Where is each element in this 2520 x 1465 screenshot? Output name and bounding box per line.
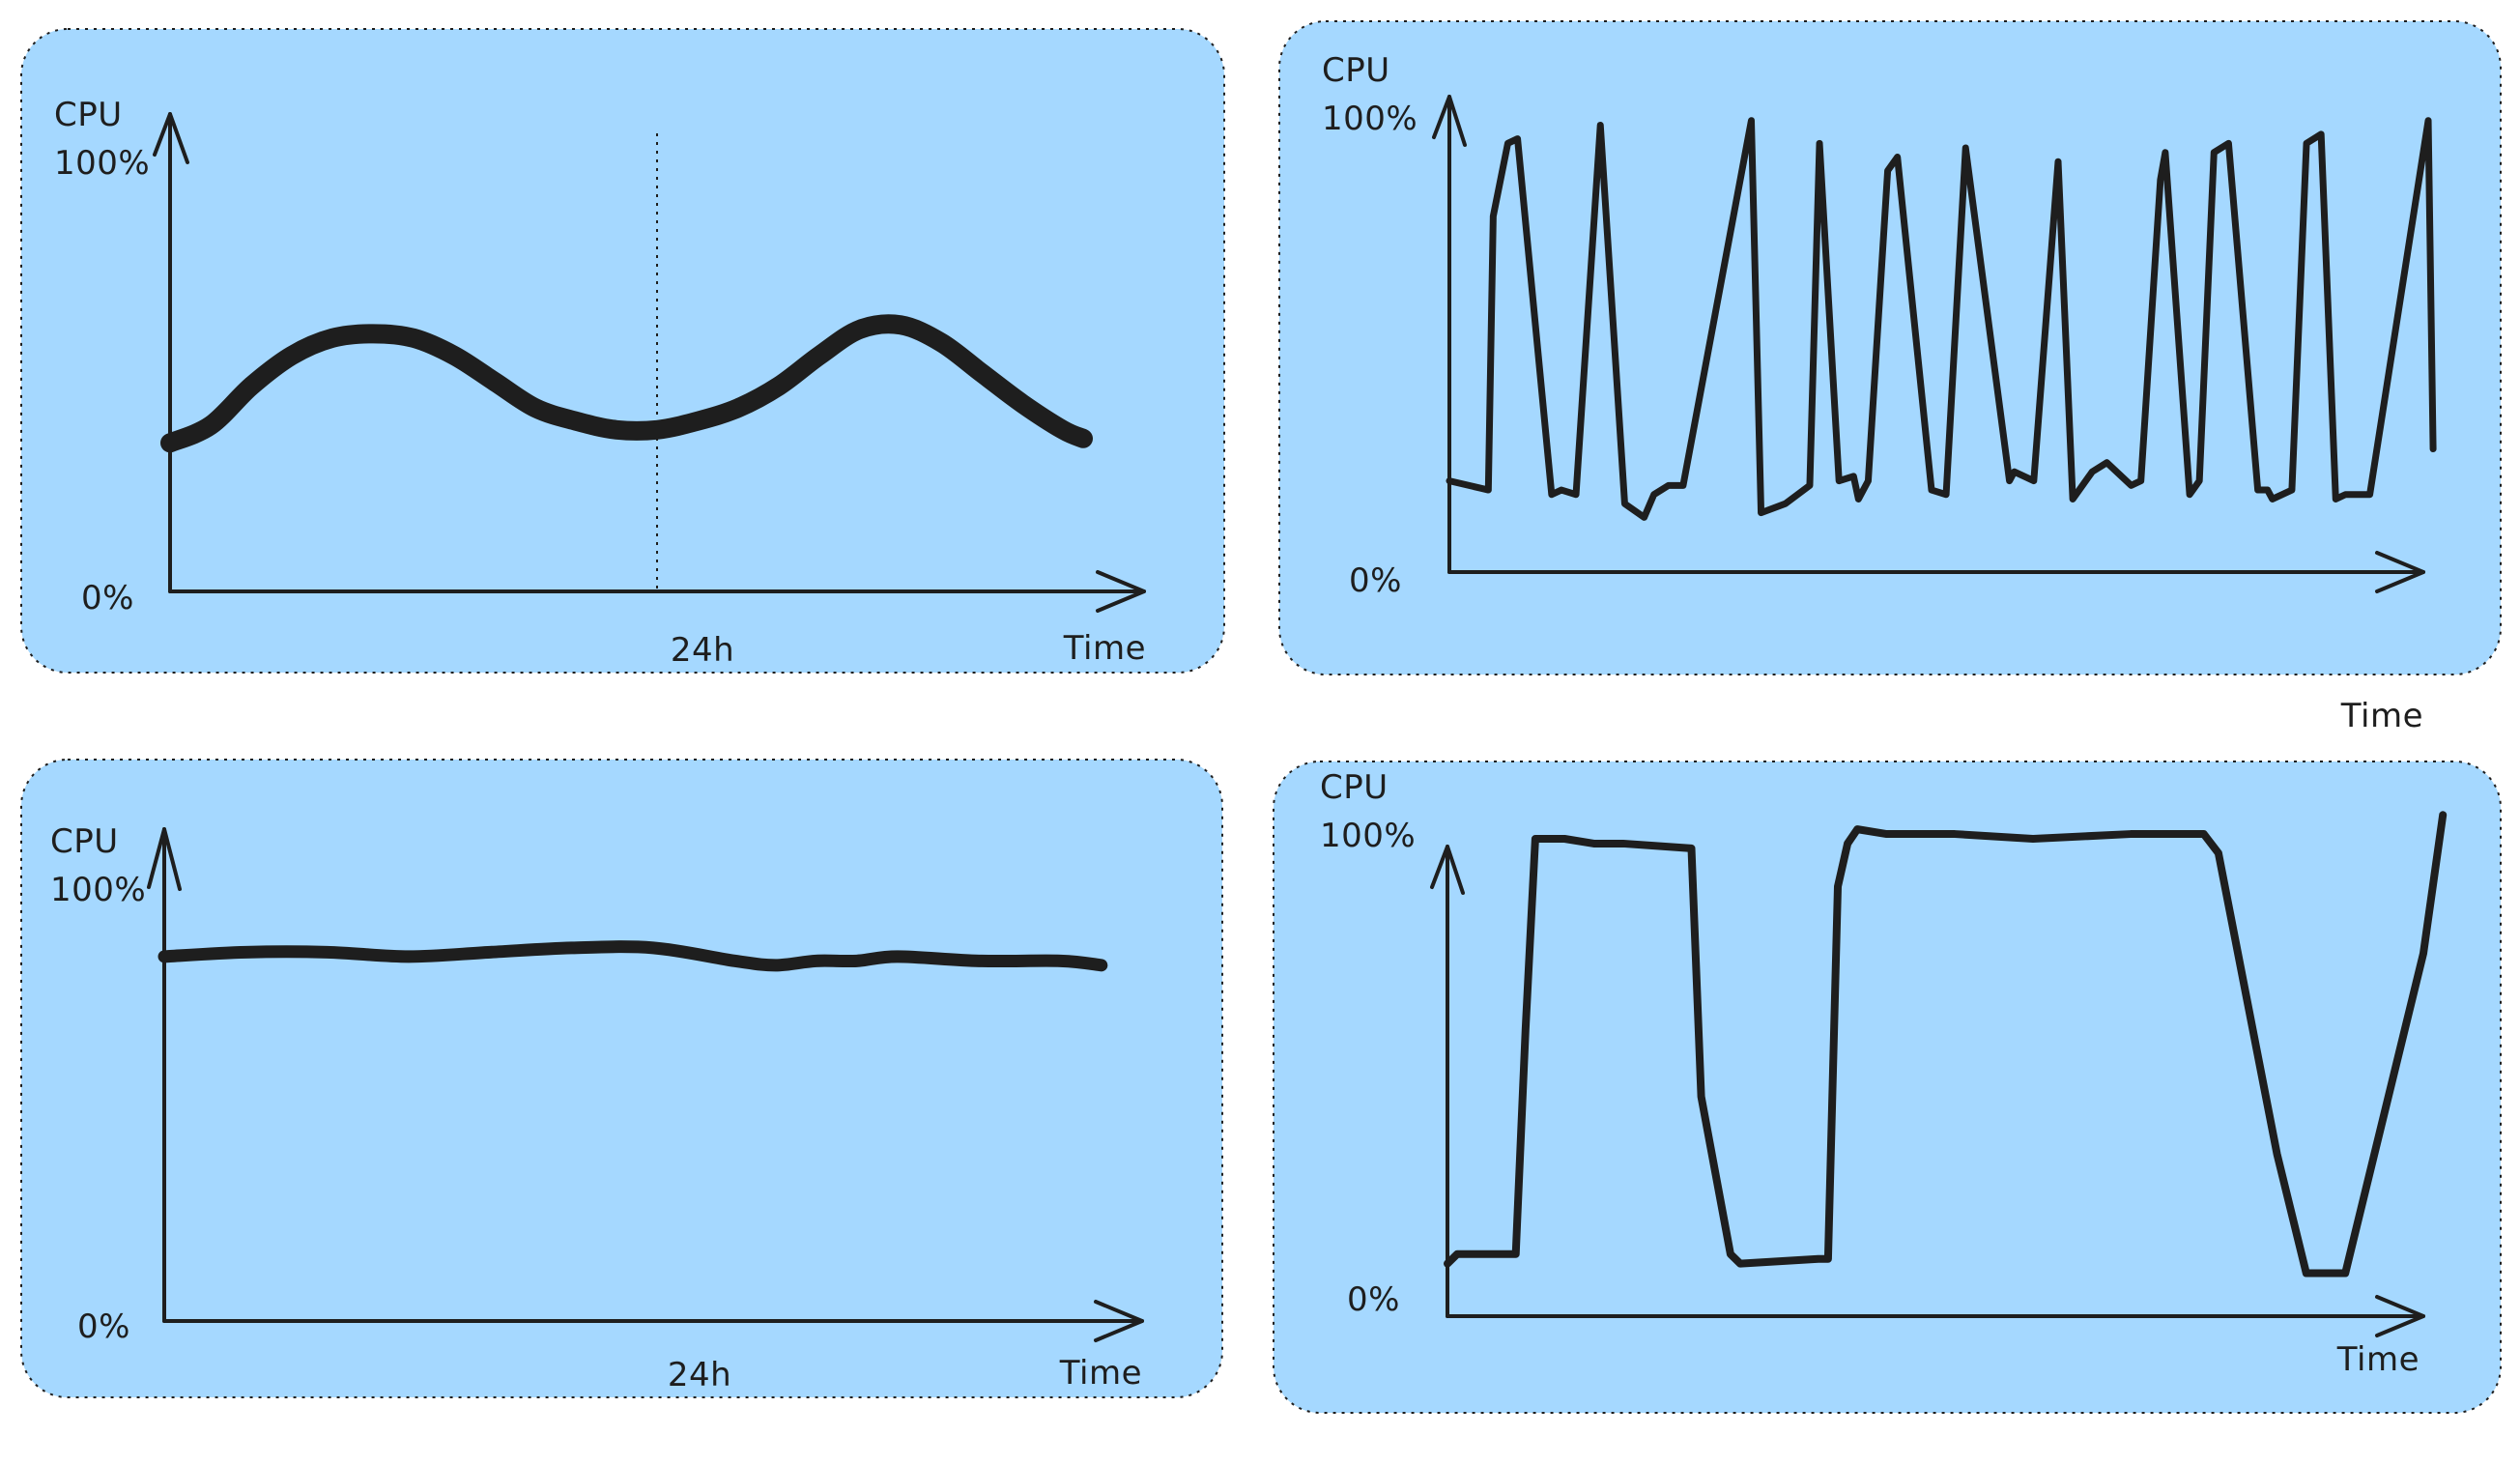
series-line xyxy=(1446,117,2437,521)
y-axis-arrowhead xyxy=(147,827,182,891)
y-tick-label-100: 100% xyxy=(1320,817,1416,855)
series-line xyxy=(158,940,1108,972)
y-axis-title: CPU xyxy=(1320,768,1389,807)
x-axis-title: Time xyxy=(1063,629,1146,668)
panel-background xyxy=(1278,20,2502,675)
y-axis-title: CPU xyxy=(54,96,123,134)
y-axis-arrowhead xyxy=(1432,95,1467,147)
y-tick-label-100: 100% xyxy=(50,871,146,909)
chart-daily-cycle: CPU 100% 0% 24h Time xyxy=(20,28,1225,674)
chart-spiky-usage: CPU 100% 0% Time xyxy=(1278,20,2502,735)
y-tick-label-100: 100% xyxy=(54,144,150,183)
axes xyxy=(1432,95,2425,593)
y-tick-label-0: 0% xyxy=(81,579,134,618)
y-axis-arrowhead xyxy=(153,112,189,164)
x-axis-title: Time xyxy=(1059,1354,1142,1393)
axes xyxy=(153,112,1146,613)
y-tick-label-0: 0% xyxy=(1349,561,1402,600)
axes xyxy=(147,827,1144,1342)
panel-background xyxy=(20,759,1223,1398)
x-axis-arrowhead xyxy=(1096,570,1146,613)
x-tick-label-24h: 24h xyxy=(668,1356,731,1394)
panel-background xyxy=(20,28,1225,674)
chart-constant-usage: CPU 100% 0% 24h Time xyxy=(20,759,1223,1398)
y-axis-title: CPU xyxy=(50,822,119,861)
y-tick-label-0: 0% xyxy=(77,1307,130,1346)
x-axis-title: Time xyxy=(2336,1340,2420,1379)
y-tick-label-0: 0% xyxy=(1347,1280,1400,1319)
series-line xyxy=(160,314,1093,453)
axes xyxy=(1430,845,2425,1337)
x-axis-arrowhead xyxy=(2375,1295,2425,1337)
x-tick-label-24h: 24h xyxy=(671,631,734,670)
x-axis-title: Time xyxy=(2340,697,2423,735)
series-line xyxy=(1444,811,2448,1278)
panel-background xyxy=(1273,761,2502,1414)
y-axis-arrowhead xyxy=(1430,845,1465,895)
x-axis-arrowhead xyxy=(1094,1300,1144,1342)
y-tick-label-100: 100% xyxy=(1322,100,1418,138)
x-axis-arrowhead xyxy=(2375,551,2425,593)
chart-bursty-usage: CPU 100% 0% Time xyxy=(1273,761,2502,1414)
y-axis-title: CPU xyxy=(1322,51,1390,90)
